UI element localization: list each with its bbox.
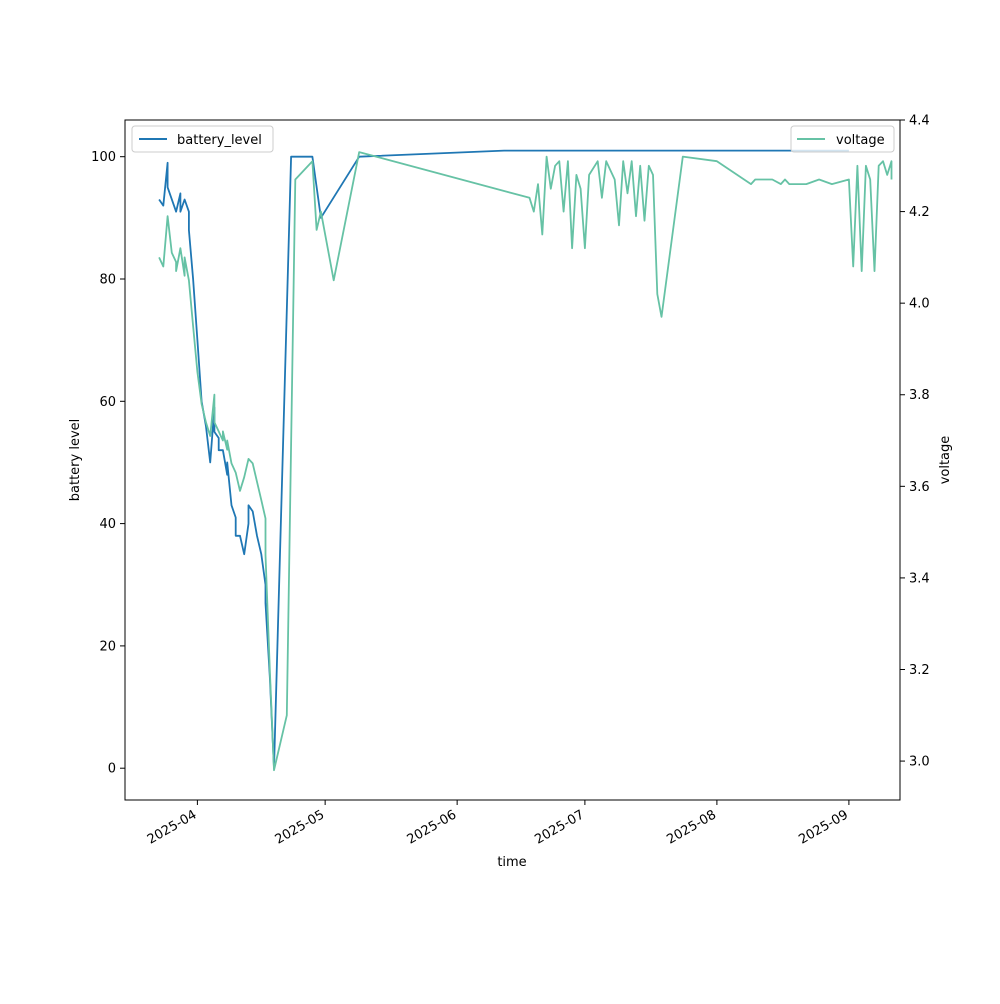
series-line-voltage bbox=[158, 151, 893, 772]
x-tick-label: 2025-06 bbox=[405, 807, 460, 847]
legend-label-battery-level: battery_level bbox=[177, 133, 262, 148]
legend-box bbox=[790, 125, 895, 153]
x-tick-label: 2025-08 bbox=[664, 807, 719, 847]
series-layer bbox=[158, 149, 893, 772]
y-tick-label: 20 bbox=[99, 639, 116, 654]
legend-battery-level: battery_level bbox=[131, 125, 274, 153]
legend-box bbox=[131, 125, 274, 153]
x-tick-label: 2025-07 bbox=[532, 807, 587, 847]
y2-tick-label: 4.2 bbox=[909, 205, 930, 220]
x-axis: 2025-04 2025-05 2025-06 2025-07 2025-08 2025-… bbox=[145, 800, 851, 848]
legend-label-voltage: voltage bbox=[836, 133, 885, 148]
y-axis-right: 3.0 3.2 3.4 3.6 3.8 4.0 4.2 4.4 bbox=[900, 114, 930, 770]
y2-tick-label: 4.0 bbox=[909, 297, 930, 312]
y-tick-label: 80 bbox=[99, 272, 116, 287]
y2-tick-label: 3.4 bbox=[909, 571, 930, 586]
x-tick-label: 2025-04 bbox=[145, 807, 200, 847]
y-tick-label: 0 bbox=[108, 762, 116, 777]
y2-tick-label: 4.4 bbox=[909, 114, 930, 129]
y-axis-left: 0 20 40 60 80 100 bbox=[91, 150, 125, 777]
x-axis-label: time bbox=[497, 855, 526, 870]
x-tick-label: 2025-09 bbox=[796, 807, 851, 847]
y2-axis-label: voltage bbox=[938, 436, 953, 485]
y-axis-label: battery level bbox=[68, 419, 83, 502]
x-tick-label: 2025-05 bbox=[273, 807, 328, 847]
y2-tick-label: 3.0 bbox=[909, 755, 930, 770]
plot-frame bbox=[124, 119, 901, 801]
y-tick-label: 60 bbox=[99, 395, 116, 410]
y2-tick-label: 3.6 bbox=[909, 480, 930, 495]
series-line-battery-level bbox=[158, 149, 849, 770]
y-tick-label: 40 bbox=[99, 517, 116, 532]
y-tick-label: 100 bbox=[91, 150, 116, 165]
legend-voltage: voltage bbox=[790, 125, 895, 153]
y2-tick-label: 3.2 bbox=[909, 663, 930, 678]
y2-tick-label: 3.8 bbox=[909, 388, 930, 403]
